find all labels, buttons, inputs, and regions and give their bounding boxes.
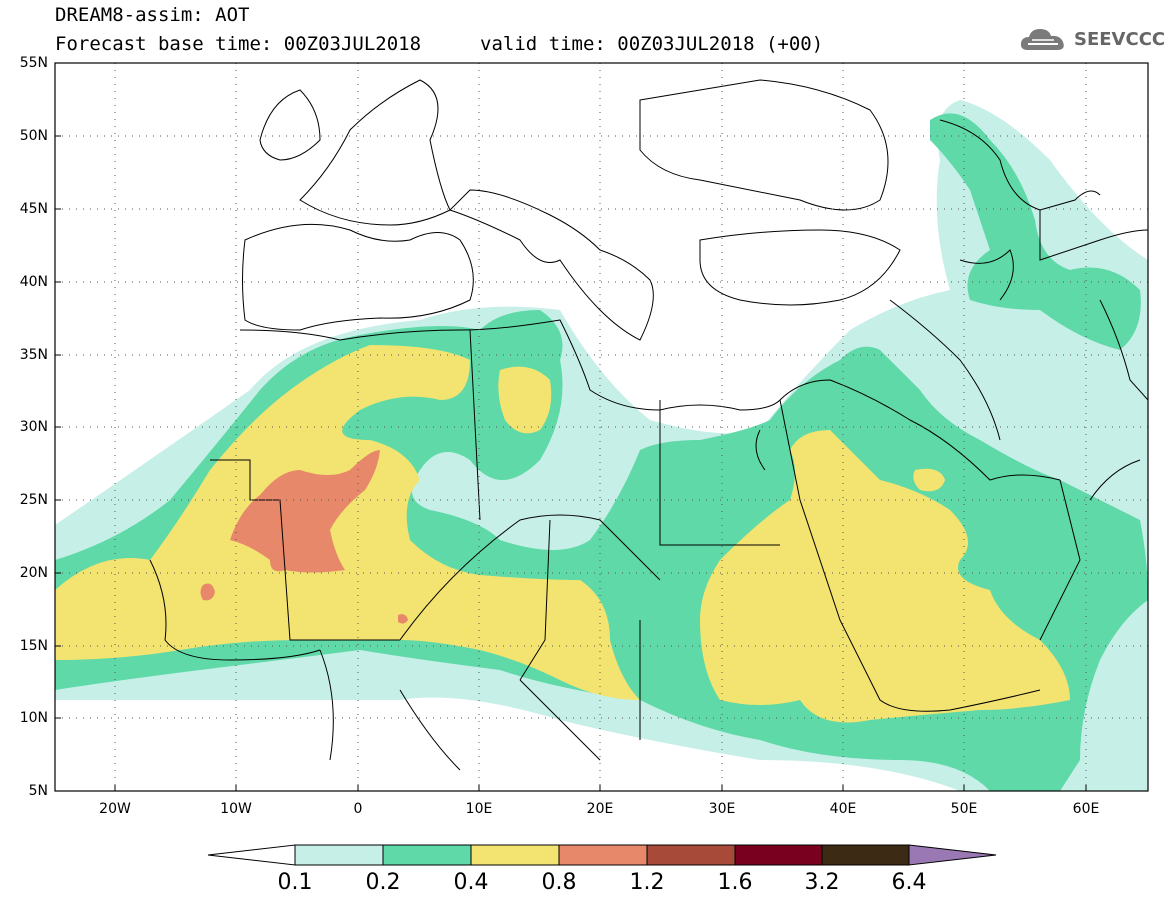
lat-label: 55N <box>19 55 48 71</box>
colorbar-label: 6.4 <box>891 870 927 895</box>
gridlines <box>55 63 1148 791</box>
lat-label: 30N <box>19 419 48 435</box>
colorbar-under-arrow <box>207 844 296 866</box>
lon-label: 10E <box>465 801 493 817</box>
axis-ticks <box>55 62 1087 791</box>
colorbar-label: 0.4 <box>453 870 489 895</box>
lat-label: 25N <box>19 492 48 508</box>
lat-label: 15N <box>19 638 48 654</box>
forecast-base-time: Forecast base time: 00Z03JUL2018 <box>55 33 422 55</box>
colorbar-swatch-0.8 <box>558 844 648 866</box>
lon-label: 10W <box>220 801 252 817</box>
lat-label: 10N <box>19 710 48 726</box>
colorbar-swatch-3.2 <box>821 844 910 866</box>
lat-label: 5N <box>28 783 48 799</box>
colorbar-label: 1.2 <box>629 870 665 895</box>
lon-label: 30E <box>708 801 736 817</box>
colorbar-label: 3.2 <box>804 870 840 895</box>
map-title: DREAM8-assim: AOT <box>55 4 250 26</box>
colorbar-label: 1.6 <box>717 870 753 895</box>
logo-text: SEEVCCC <box>1074 29 1165 50</box>
aot-band-0.4 <box>55 345 1070 723</box>
colorbar-swatch-0.1 <box>294 844 384 866</box>
colorbar-label: 0.1 <box>277 870 313 895</box>
lon-label: 20E <box>586 801 614 817</box>
lat-label: 35N <box>19 347 48 363</box>
cloud-logo-icon <box>1020 29 1064 50</box>
lon-label: 40E <box>829 801 857 817</box>
lat-label: 50N <box>19 128 48 144</box>
lat-label: 40N <box>19 274 48 290</box>
aot-band-0.8 <box>200 450 408 624</box>
lon-label: 20W <box>99 801 131 817</box>
lon-label: 0 <box>353 801 363 817</box>
lat-label: 45N <box>19 201 48 217</box>
seevccc-logo: SEEVCCC <box>1018 24 1165 54</box>
colorbar <box>207 844 997 866</box>
lon-label: 60E <box>1072 801 1100 817</box>
valid-time: valid time: 00Z03JUL2018 (+00) <box>480 33 824 55</box>
colorbar-swatch-1.6 <box>734 844 823 866</box>
colorbar-label: 0.8 <box>541 870 577 895</box>
colorbar-over-arrow <box>908 844 997 866</box>
colorbar-swatch-1.2 <box>646 844 736 866</box>
lon-label: 50E <box>950 801 978 817</box>
lat-label: 20N <box>19 565 48 581</box>
colorbar-label: 0.2 <box>365 870 401 895</box>
aot-field <box>55 79 1148 791</box>
colorbar-swatch-0.4 <box>470 844 560 866</box>
colorbar-swatch-0.2 <box>382 844 472 866</box>
